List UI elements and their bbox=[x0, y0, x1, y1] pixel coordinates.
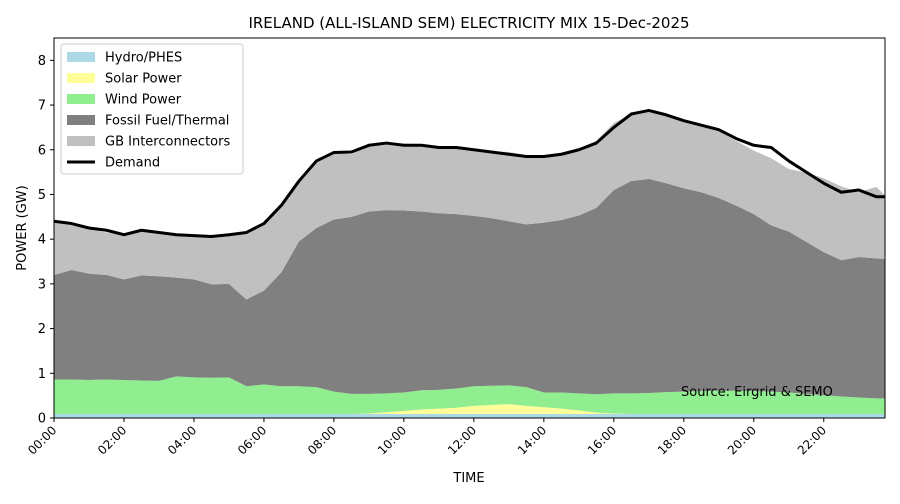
source-annotation: Source: Eirgrid & SEMO bbox=[681, 385, 833, 400]
y-tick-label: 3 bbox=[38, 277, 46, 292]
y-tick-label: 1 bbox=[38, 367, 46, 382]
area-wind-power bbox=[54, 376, 885, 414]
y-tick-label: 2 bbox=[38, 322, 46, 337]
stacked-areas bbox=[54, 111, 885, 418]
legend-label-solar-power: Solar Power bbox=[105, 72, 182, 87]
series-lines bbox=[53, 108, 885, 238]
chart-title: IRELAND (ALL-ISLAND SEM) ELECTRICITY MIX… bbox=[248, 14, 689, 32]
legend: Hydro/PHES Solar Power Wind Power Fossil Fu… bbox=[60, 43, 244, 175]
legend-label-wind-power: Wind Power bbox=[105, 93, 182, 108]
legend-swatch-hydro-phes bbox=[67, 52, 95, 62]
line-demand bbox=[53, 108, 885, 238]
legend-label-demand: Demand bbox=[105, 156, 160, 171]
y-tick-label: 6 bbox=[38, 143, 46, 158]
legend-box bbox=[60, 43, 244, 175]
y-tick-label: 7 bbox=[38, 99, 46, 114]
legend-swatch-fossil-fuel-thermal bbox=[67, 115, 95, 125]
legend-label-gb-interconnectors: GB Interconnectors bbox=[105, 135, 230, 150]
area-gb-interconnectors bbox=[54, 111, 885, 300]
legend-label-fossil-fuel-thermal: Fossil Fuel/Thermal bbox=[105, 114, 229, 129]
area-solar-power bbox=[54, 404, 885, 414]
y-tick-label: 5 bbox=[38, 188, 46, 203]
legend-swatch-wind-power bbox=[67, 94, 95, 104]
area-hydro-phes bbox=[54, 413, 885, 418]
area-fossil-fuel-thermal bbox=[54, 178, 885, 399]
legend-swatch-gb-interconnectors bbox=[67, 136, 95, 146]
y-tick-label: 8 bbox=[38, 54, 46, 69]
y-tick-label: 4 bbox=[38, 233, 46, 248]
x-axis-label: TIME bbox=[452, 471, 484, 486]
legend-label-hydro-phes: Hydro/PHES bbox=[105, 51, 182, 66]
legend-swatch-solar-power bbox=[67, 73, 95, 83]
y-tick-label: 0 bbox=[38, 412, 46, 427]
y-axis-label: POWER (GW) bbox=[15, 185, 30, 270]
plot-frame bbox=[53, 37, 886, 419]
